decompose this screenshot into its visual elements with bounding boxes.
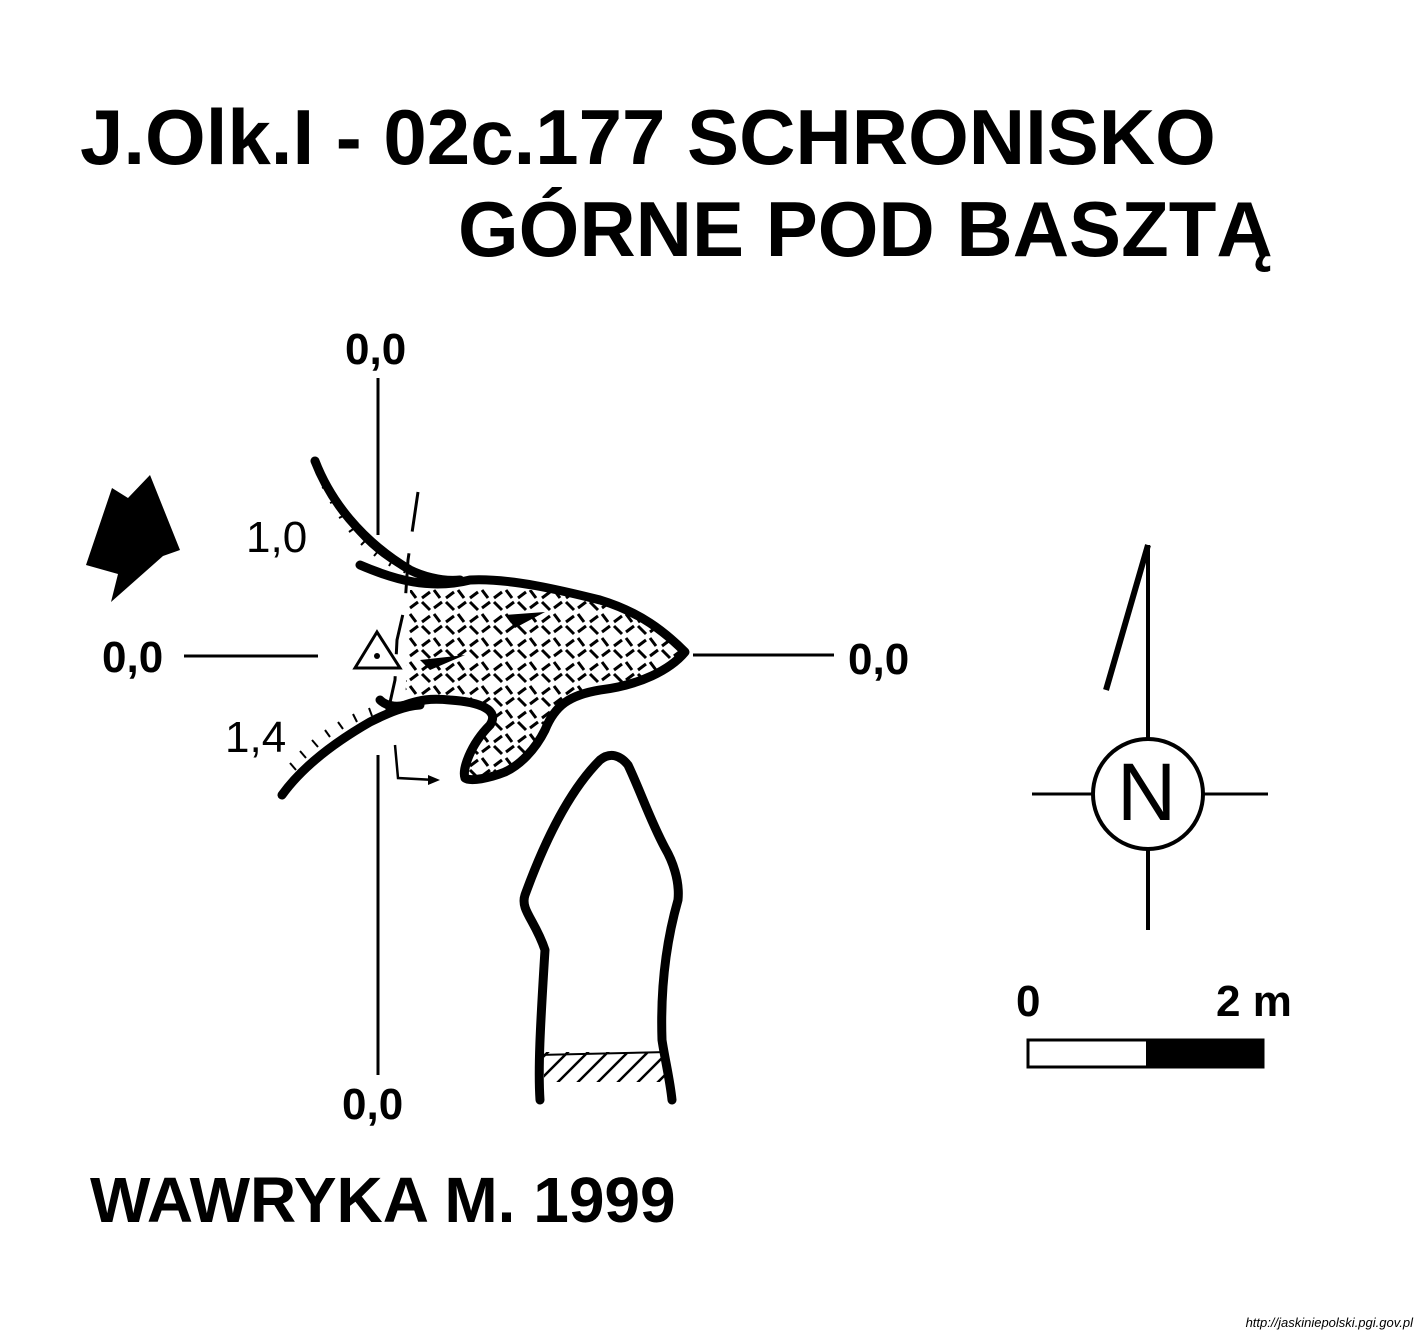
map-title-line-2: GÓRNE POD BASZTĄ <box>458 185 1273 273</box>
north-letter: N <box>1117 747 1177 838</box>
section-label-top: 0,0 <box>345 325 407 374</box>
cave-chamber-outline <box>355 560 690 785</box>
author-credit: WAWRYKA M. 1999 <box>90 1164 676 1236</box>
scale-start-label: 0 <box>1016 977 1041 1026</box>
direction-arrow-icon <box>393 744 436 782</box>
dripline <box>383 491 420 726</box>
cave-passage-lower <box>519 750 683 1105</box>
scale-bar-graphic <box>1026 1038 1265 1069</box>
scale-end-label: 2 m <box>1216 977 1292 1026</box>
passage-floor-hatch <box>544 1052 666 1082</box>
entrance-arrow-icon <box>86 475 180 602</box>
north-arrow-icon <box>1032 544 1268 930</box>
lower-cave-wall <box>277 700 425 800</box>
section-axes <box>184 378 834 1075</box>
cave-chamber-floor <box>405 587 685 780</box>
upper-cave-wall <box>310 456 465 585</box>
map-title-line-1: J.Olk.I - 02c.177 SCHRONISKO <box>80 93 1216 181</box>
slope-arrow-icon-2 <box>420 655 465 670</box>
depth-label: 1,0 <box>246 513 308 562</box>
section-label-bottom: 0,0 <box>342 1080 404 1129</box>
section-label-left: 0,0 <box>102 633 164 682</box>
depth-label: 1,4 <box>225 713 287 762</box>
section-label-right: 0,0 <box>848 635 910 684</box>
source-url[interactable]: http://jaskiniepolski.pgi.gov.pl <box>1245 1315 1413 1330</box>
survey-station-icon <box>352 629 403 670</box>
slope-arrow-icon <box>505 612 545 628</box>
